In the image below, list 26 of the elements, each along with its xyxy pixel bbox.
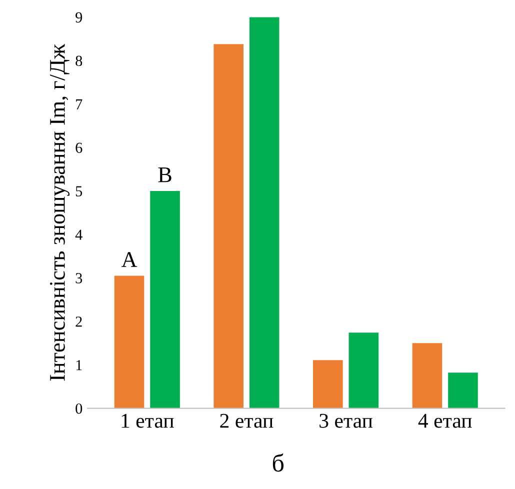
x-tick-label: 4 етап — [418, 414, 472, 428]
y-axis-title: Інтенсивність зношування Іm, г/Дж — [50, 44, 70, 381]
y-tick-label: 7 — [76, 99, 82, 110]
y-tick-label: 9 — [76, 12, 82, 23]
y-tick-label: 5 — [76, 186, 82, 196]
annotation: B — [158, 168, 172, 182]
y-tick-label: 8 — [76, 56, 82, 66]
bar — [313, 360, 343, 408]
y-tick-label: 2 — [76, 316, 82, 327]
bar — [448, 372, 478, 408]
bar — [114, 276, 144, 408]
x-tick-label: 3 етап — [320, 414, 372, 428]
y-tick-label: 1 — [76, 360, 82, 370]
bar — [348, 332, 379, 408]
y-tick-label: 0 — [76, 403, 82, 414]
y-tick-label: 3 — [76, 273, 82, 284]
bar — [150, 190, 180, 408]
bar — [214, 44, 244, 408]
y-tick-label: 6 — [76, 142, 82, 153]
annotation: A — [121, 252, 138, 267]
bar — [412, 343, 442, 408]
text: б — [272, 454, 284, 472]
y-tick-label: 4 — [75, 230, 82, 240]
bar — [249, 17, 280, 408]
x-tick-label: 2 етап — [220, 414, 274, 428]
x-tick-label: 1 етап — [122, 414, 174, 428]
